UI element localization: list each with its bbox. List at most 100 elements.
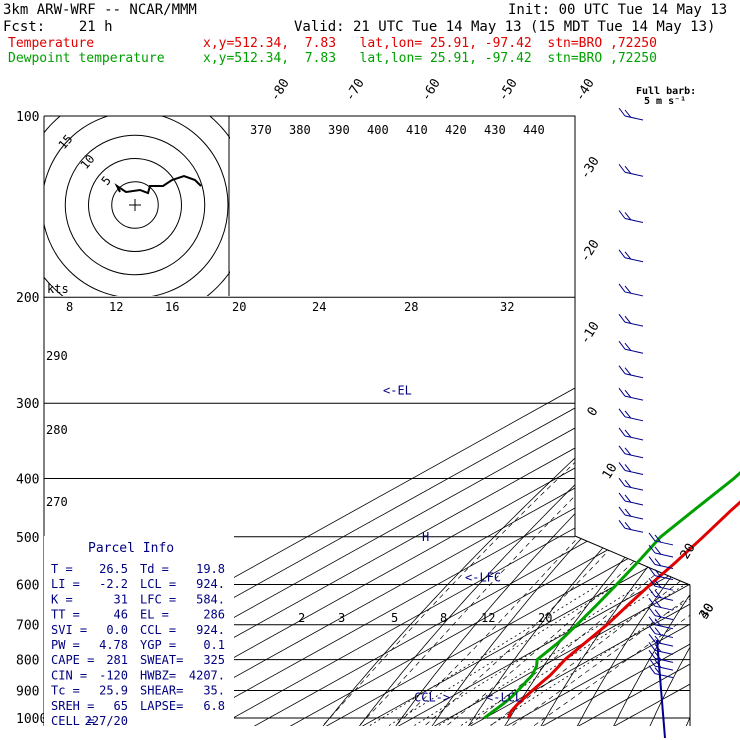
kts-label: kts [47, 282, 69, 296]
parcel-info-key: TT = [51, 608, 80, 622]
isotherm-tick-label: 0 [585, 405, 602, 420]
wind-barb-flag [624, 109, 632, 118]
wind-barb-flag [654, 569, 662, 578]
parcel-info-value: 65 [114, 699, 128, 713]
hodograph-ring [111, 181, 159, 229]
wind-barb-flag [618, 283, 626, 293]
wind-barb [624, 218, 644, 223]
isotherm-tick-label: -60 [419, 76, 444, 104]
parcel-marker: CCL-> [414, 690, 450, 704]
wind-barb [624, 291, 644, 297]
isotherm-line [425, 116, 690, 726]
init-time: Init: 00 UTC Tue 14 May 13 [508, 2, 728, 18]
mixing-ratio-label: 20 [538, 611, 552, 625]
legend-temperature-info: x,y=512.34, 7.83 lat,lon= 25.91, -97.42 … [203, 36, 657, 51]
wind-barb-flag [654, 579, 662, 588]
kts-tick-label: 28 [404, 300, 418, 314]
isotherm-line [209, 116, 690, 726]
wind-barb-flag [618, 163, 626, 173]
isotherm-tick-label: 30 [697, 601, 718, 622]
mixing-ratio-label: 5 [391, 611, 398, 625]
parcel-info-value: 26.5 [99, 562, 128, 576]
parcel-info-key: PW = [51, 638, 80, 652]
isotherm-tick-label: -80 [268, 76, 293, 104]
wind-barb-flag [654, 546, 662, 555]
isotherm-tick-label: -50 [496, 76, 521, 104]
wind-barb-flag [624, 342, 632, 352]
moist-adiabat-line [526, 296, 690, 726]
parcel-info-key: CELL = [51, 714, 94, 728]
pressure-tick-label: 100 [16, 110, 39, 125]
parcel-info-value: 227/20 [85, 714, 128, 728]
hodograph-ring-label: 15 [56, 132, 76, 152]
isotherm-line [245, 116, 690, 726]
wind-barb [654, 615, 674, 621]
pressure-tick-label: 1000 [16, 712, 47, 727]
wind-barb-flag [624, 367, 632, 376]
moist-adiabat-line [418, 296, 690, 726]
kts-tick-label: 20 [232, 300, 246, 314]
dry-adiabat-line [428, 116, 690, 726]
wind-barb-flag [648, 588, 656, 597]
wind-barb [654, 564, 674, 570]
wind-barb-flag [654, 590, 662, 599]
wind-barbs [618, 107, 674, 739]
model-title: 3km ARW-WRF -- NCAR/MMM [3, 2, 197, 18]
isotherm-tick-label: 10 [600, 461, 621, 482]
wind-barb-flag [624, 251, 632, 260]
pressure-tick-label: 600 [16, 578, 39, 593]
mixing-ratio-label: 3 [338, 611, 345, 625]
kts-tick-label: 24 [312, 300, 326, 314]
wind-barb-flag [618, 340, 626, 350]
wind-barb-flag [624, 521, 632, 531]
parcel-info-key: LCL = [140, 577, 176, 591]
plot-frame-right [44, 115, 691, 726]
pressure-tick-label: 900 [16, 684, 39, 699]
wind-barb [654, 575, 674, 581]
isotherm-tick-label: 40 [697, 601, 718, 622]
legend-dewpoint: Dewpoint temperature [8, 51, 165, 66]
wind-barb-flag [624, 464, 632, 473]
parcel-info-value: 46 [114, 608, 128, 622]
wind-barb-flag [618, 492, 626, 502]
moist-adiabat-line [440, 296, 690, 726]
parcel-info-value: 584. [196, 592, 225, 606]
parcel-info-value: -120 [99, 668, 128, 682]
wind-barb [624, 435, 644, 441]
hodograph-ring [64, 134, 206, 276]
parcel-info-value: 286 [203, 608, 225, 622]
pressure-tick-label: 800 [16, 654, 39, 669]
parcel-info-value: 281 [106, 653, 128, 667]
parcel-info-value: 31 [114, 592, 128, 606]
parcel-info-key: CIN = [51, 668, 87, 682]
dry-adiabat-line [721, 116, 740, 731]
wind-barb-flag [648, 556, 656, 565]
parcel-info-key: K = [51, 592, 73, 606]
barb-legend-title: Full barb: [636, 86, 696, 97]
isotherm-tick-label: -20 [578, 237, 603, 265]
wind-barb-flag [618, 387, 626, 397]
wind-barb-flag [618, 427, 626, 437]
parcel-info-key: HWBZ= [140, 668, 176, 682]
wind-barb [624, 514, 644, 520]
dry-adiabat-line [391, 116, 690, 726]
wind-barb-flag [618, 519, 626, 529]
dry-adiabat-line [501, 116, 690, 726]
isotherm-line [281, 116, 690, 726]
mixing-ratio-label: 12 [481, 611, 495, 625]
wind-barb [654, 665, 674, 671]
pressure-tick-label: 300 [16, 397, 39, 412]
wind-barb-flag [648, 616, 656, 626]
wind-barb [624, 469, 644, 475]
parcel-info-key: LFC = [140, 592, 176, 606]
wind-barb-flag [654, 635, 662, 644]
kts-tick-label: 32 [500, 300, 514, 314]
kts-tick-label: 16 [165, 300, 179, 314]
wind-barb-flag [648, 544, 656, 554]
wind-barb-flag [618, 210, 626, 219]
wind-barb [624, 373, 644, 379]
parcel-info-panel [44, 536, 234, 726]
wind-barb-flag [648, 642, 656, 651]
isotherm-tick-label: -10 [578, 319, 603, 347]
